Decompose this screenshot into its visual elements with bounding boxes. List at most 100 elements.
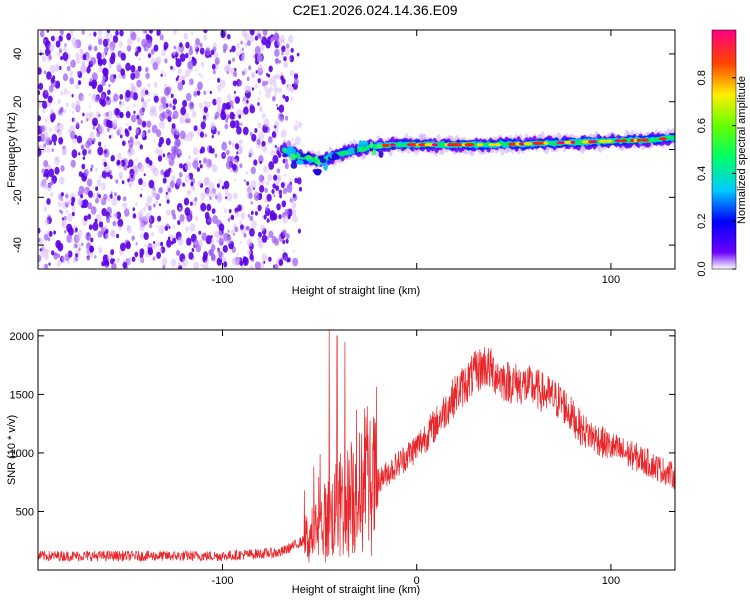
noise-blob [147, 53, 152, 59]
noise-blob [166, 185, 173, 194]
axes-frame [37, 329, 676, 571]
noise-blob [121, 140, 126, 147]
noise-blob [118, 225, 122, 231]
noise-blob [179, 152, 182, 156]
noise-blob [75, 83, 80, 90]
noise-blob [251, 87, 255, 91]
noise-blob [73, 41, 78, 49]
noise-blob [141, 120, 147, 128]
noise-blob [155, 200, 158, 205]
noise-blob [221, 185, 225, 190]
noise-blob [57, 201, 62, 208]
noise-blob [183, 197, 190, 206]
noise-blob [277, 152, 282, 158]
noise-blob [71, 149, 78, 159]
noise-blob [233, 192, 238, 200]
noise-blob [166, 154, 172, 162]
noise-blob [118, 73, 123, 80]
noise-blob [92, 93, 96, 99]
noise-blob [257, 181, 262, 187]
noise-blob [177, 236, 184, 246]
noise-blob [164, 58, 168, 64]
noise-blob [72, 110, 75, 114]
noise-blob [41, 55, 47, 63]
ridge-peak [519, 142, 525, 146]
noise-blob [242, 126, 249, 136]
noise-blob [77, 229, 83, 237]
noise-blob [140, 97, 145, 103]
noise-blob [75, 122, 80, 128]
heatmap-noise-cloud [38, 30, 302, 269]
noise-blob [272, 154, 279, 164]
noise-blob [70, 159, 76, 168]
noise-blob [192, 160, 199, 170]
noise-blob [51, 250, 55, 256]
noise-blob [284, 95, 289, 103]
noise-blob [44, 263, 49, 269]
ridge-peak [409, 143, 418, 147]
noise-blob [226, 94, 232, 102]
noise-blob [276, 203, 281, 211]
noise-blob [120, 52, 127, 61]
noise-blob [218, 237, 224, 246]
noise-blob [38, 254, 42, 263]
noise-blob [286, 83, 292, 92]
noise-blob [136, 37, 141, 43]
noise-blob [194, 216, 199, 222]
noise-blob [216, 195, 222, 204]
y-tick-label: 2000 [10, 331, 34, 343]
noise-blob [110, 158, 113, 162]
noise-blob [257, 204, 262, 212]
noise-blob [296, 52, 300, 57]
ridge-peak [640, 138, 649, 142]
ridge-blob [371, 149, 377, 156]
noise-blob [57, 122, 60, 126]
noise-blob [201, 232, 207, 241]
noise-blob [165, 193, 170, 200]
noise-blob [245, 226, 249, 231]
noise-blob [278, 87, 282, 93]
noise-blob [107, 89, 111, 95]
noise-blob [106, 127, 110, 132]
noise-blob [125, 89, 131, 98]
noise-blob [282, 229, 287, 236]
noise-blob [72, 138, 77, 144]
noise-blob [210, 49, 215, 56]
noise-blob [170, 258, 177, 267]
noise-blob [204, 133, 208, 138]
y-tick-label: 500 [16, 506, 34, 518]
noise-blob [116, 211, 122, 220]
noise-blob [38, 115, 41, 122]
noise-blob [270, 149, 276, 157]
noise-blob [135, 128, 140, 134]
noise-blob [272, 183, 277, 189]
noise-blob [190, 201, 193, 206]
ridge-blob [314, 168, 321, 176]
noise-blob [153, 110, 158, 117]
noise-blob [275, 58, 280, 66]
noise-blob [53, 252, 59, 260]
noise-blob [63, 46, 68, 53]
ridge-peak [494, 143, 501, 147]
noise-blob [105, 31, 110, 38]
noise-blob [48, 43, 55, 52]
noise-blob [71, 211, 75, 217]
noise-blob [70, 131, 76, 140]
colorbar: 0.0 0.2 0.4 0.6 0.8 Normalized spectral ampl… [696, 29, 748, 277]
noise-blob [57, 129, 60, 133]
noise-blob [238, 114, 242, 119]
noise-blob [212, 98, 217, 106]
noise-blob [137, 118, 143, 126]
noise-blob [288, 34, 294, 44]
noise-blob [97, 123, 101, 128]
noise-blob [297, 228, 301, 234]
ridge-blob [305, 155, 312, 160]
noise-blob [126, 106, 129, 110]
noise-blob [118, 126, 123, 134]
noise-blob [196, 167, 200, 172]
noise-blob [111, 197, 118, 206]
noise-blob [234, 143, 240, 150]
noise-blob [109, 174, 113, 180]
noise-blob [234, 178, 237, 182]
ridge-peak [523, 142, 533, 146]
